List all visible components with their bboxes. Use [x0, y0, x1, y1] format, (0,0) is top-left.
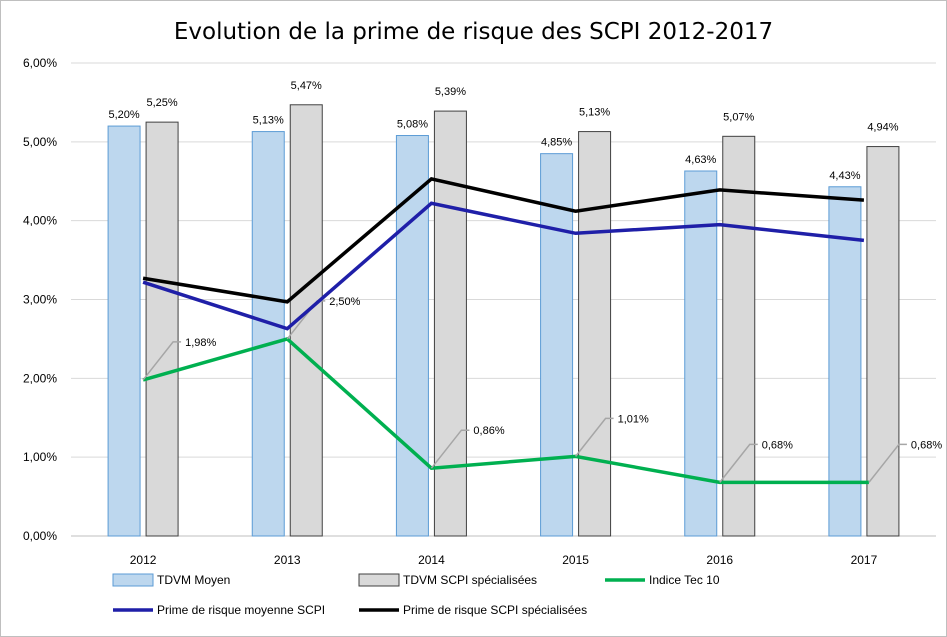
y-tick-label: 2,00% — [23, 371, 57, 385]
series-line — [142, 176, 865, 304]
bar-data-label: 5,13% — [253, 115, 284, 127]
bar — [107, 125, 141, 537]
bar — [433, 110, 467, 537]
x-tick-label: 2015 — [562, 553, 589, 567]
y-tick-label: 6,00% — [23, 56, 57, 70]
x-tick-label: 2014 — [418, 553, 445, 567]
bar — [251, 131, 285, 537]
leader-line — [142, 341, 182, 381]
legend-label: TDVM SCPI spécialisées — [403, 573, 537, 587]
line-data-label: 0,68% — [911, 439, 942, 451]
bar-data-label: 5,08% — [397, 119, 428, 131]
chart-title: Evolution de la prime de risque des SCPI… — [173, 19, 774, 45]
bar-data-label: 5,13% — [579, 107, 610, 119]
x-tick-label: 2017 — [851, 553, 878, 567]
legend-label: Prime de risque moyenne SCPI — [157, 603, 325, 617]
x-tick-label: 2016 — [706, 553, 733, 567]
leader-line — [868, 443, 907, 483]
legend-swatch — [112, 573, 154, 587]
legend-label: TDVM Moyen — [157, 573, 230, 587]
line-data-label: 1,98% — [185, 337, 216, 349]
bar-data-label: 5,39% — [435, 86, 466, 98]
bar — [722, 135, 756, 537]
leader-line — [574, 417, 614, 457]
series-line — [142, 336, 869, 485]
bar — [866, 146, 900, 537]
bar-data-label: 5,25% — [146, 97, 177, 109]
line-data-label: 2,50% — [329, 296, 360, 308]
bar — [684, 170, 718, 537]
leader-line — [430, 429, 470, 469]
bar — [540, 153, 574, 537]
bar-data-label: 4,63% — [685, 154, 716, 166]
series-line — [142, 201, 865, 331]
leader-line — [719, 443, 758, 483]
line-data-label: 1,01% — [618, 413, 649, 425]
bar — [578, 131, 612, 537]
line-data-label: 0,68% — [762, 439, 793, 451]
y-tick-label: 1,00% — [23, 450, 57, 464]
y-tick-label: 0,00% — [23, 529, 57, 543]
bar — [145, 121, 179, 537]
bar-data-label: 5,20% — [108, 109, 139, 121]
x-tick-label: 2012 — [130, 553, 157, 567]
bar-data-label: 4,85% — [541, 137, 572, 149]
bar-data-label: 4,43% — [829, 170, 860, 182]
y-tick-label: 5,00% — [23, 135, 57, 149]
bar-data-label: 5,07% — [723, 111, 754, 123]
bar — [828, 186, 862, 537]
legend-swatch — [358, 573, 400, 587]
legend-label: Indice Tec 10 — [649, 573, 720, 587]
x-tick-label: 2013 — [274, 553, 301, 567]
line-data-label: 0,86% — [473, 425, 504, 437]
bar-data-label: 5,47% — [291, 80, 322, 92]
bar-data-label: 4,94% — [867, 122, 898, 134]
legend-label: Prime de risque SCPI spécialisées — [403, 603, 587, 617]
y-tick-label: 3,00% — [23, 293, 57, 307]
y-tick-label: 4,00% — [23, 214, 57, 228]
